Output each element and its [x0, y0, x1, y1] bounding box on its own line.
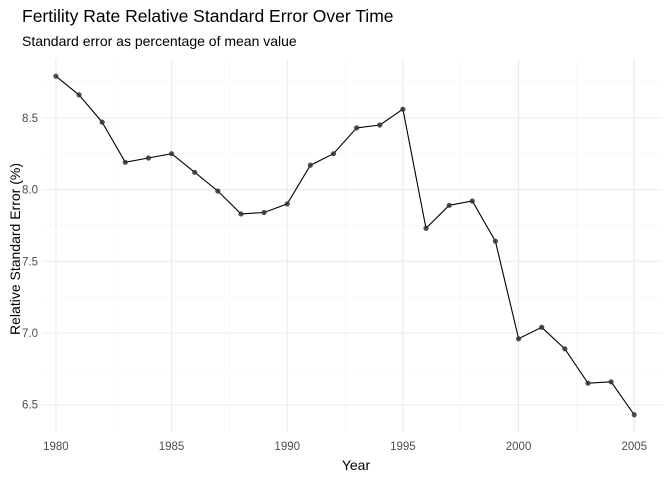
chart-subtitle: Standard error as percentage of mean val…	[22, 33, 297, 49]
x-tick-label: 2000	[506, 441, 532, 453]
y-tick-label: 8.0	[22, 185, 38, 197]
x-tick-label: 2005	[621, 441, 647, 453]
x-tick-label: 1995	[390, 441, 416, 453]
data-point	[423, 225, 429, 231]
series-layer	[53, 73, 637, 418]
data-point	[377, 122, 383, 128]
data-point	[307, 162, 313, 168]
data-point	[192, 169, 198, 175]
data-point	[562, 346, 568, 352]
data-point	[284, 201, 290, 207]
data-point	[539, 324, 545, 330]
data-point	[53, 73, 59, 79]
data-point	[168, 151, 175, 157]
y-axis-ticks: 6.5 7.0 7.5 8.0 8.5	[22, 113, 38, 412]
data-point	[122, 159, 128, 165]
grid-lines	[42, 59, 662, 432]
y-tick-label: 8.5	[22, 113, 38, 125]
data-point	[330, 151, 337, 157]
data-point	[354, 125, 360, 131]
data-point	[631, 412, 637, 418]
data-point	[585, 380, 591, 386]
x-tick-label: 1985	[159, 441, 185, 453]
x-tick-label: 1990	[274, 441, 300, 453]
y-tick-label: 7.0	[22, 328, 38, 340]
data-point	[400, 106, 406, 112]
x-axis-title: Year	[342, 457, 371, 473]
series-line	[55, 75, 635, 416]
data-point	[261, 209, 267, 216]
y-axis-title: Relative Standard Error (%)	[7, 163, 23, 335]
data-point	[492, 238, 499, 244]
x-tick-label: 1980	[43, 441, 69, 453]
data-point	[145, 155, 152, 161]
data-point	[469, 198, 475, 204]
data-point	[215, 188, 221, 194]
chart-title: Fertility Rate Relative Standard Error O…	[22, 6, 394, 26]
data-point	[238, 211, 244, 217]
data-point	[446, 202, 452, 208]
x-axis-ticks: 1980 1985 1990 1995 2000 2005	[43, 441, 647, 453]
data-point	[99, 119, 105, 125]
y-tick-label: 7.5	[22, 256, 38, 268]
y-tick-label: 6.5	[22, 400, 38, 412]
data-point	[608, 379, 614, 385]
data-point	[515, 336, 522, 342]
data-point	[76, 92, 82, 98]
